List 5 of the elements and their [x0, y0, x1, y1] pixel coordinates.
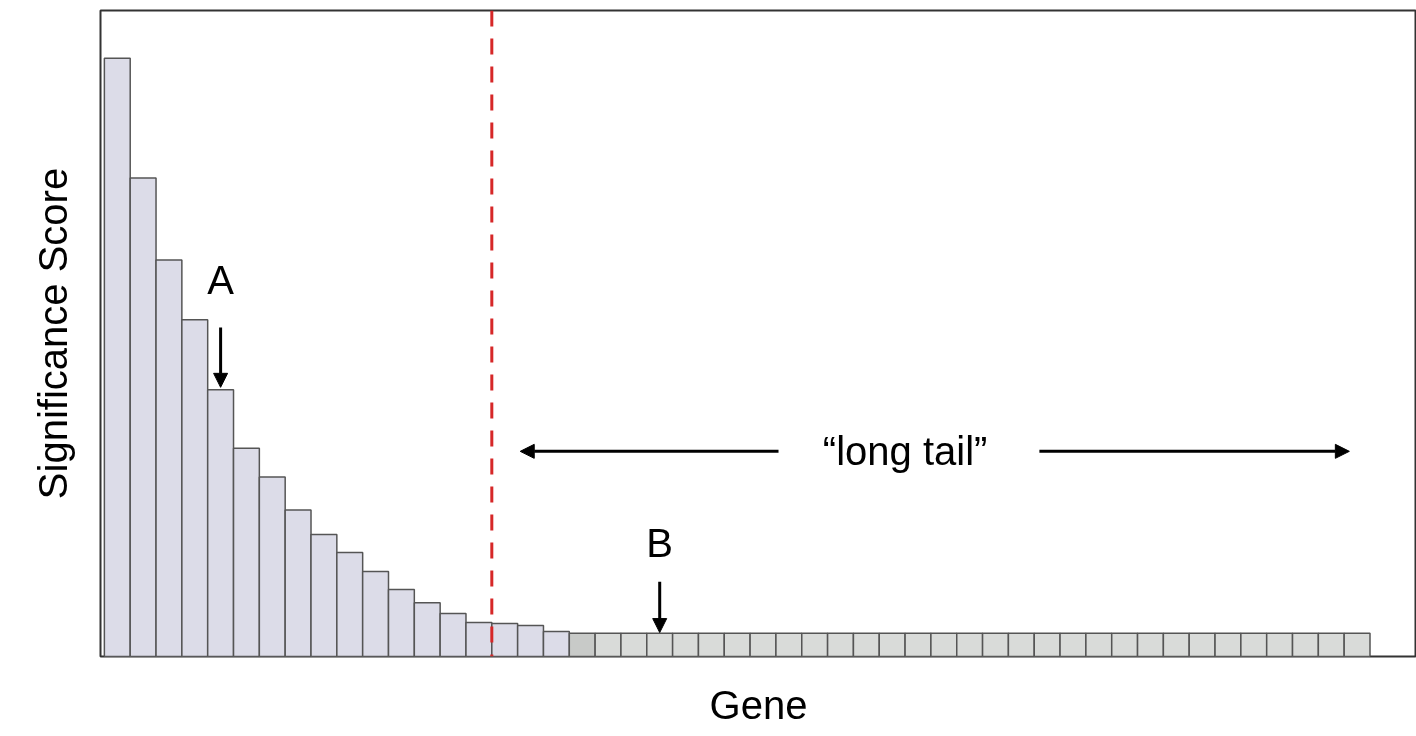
annotation: A	[207, 257, 235, 302]
annotation: B	[646, 520, 674, 565]
x-axis-title: Gene	[709, 682, 808, 727]
y-axis-title: Significance Score	[30, 167, 75, 500]
annotation: “long tail”	[822, 429, 988, 474]
